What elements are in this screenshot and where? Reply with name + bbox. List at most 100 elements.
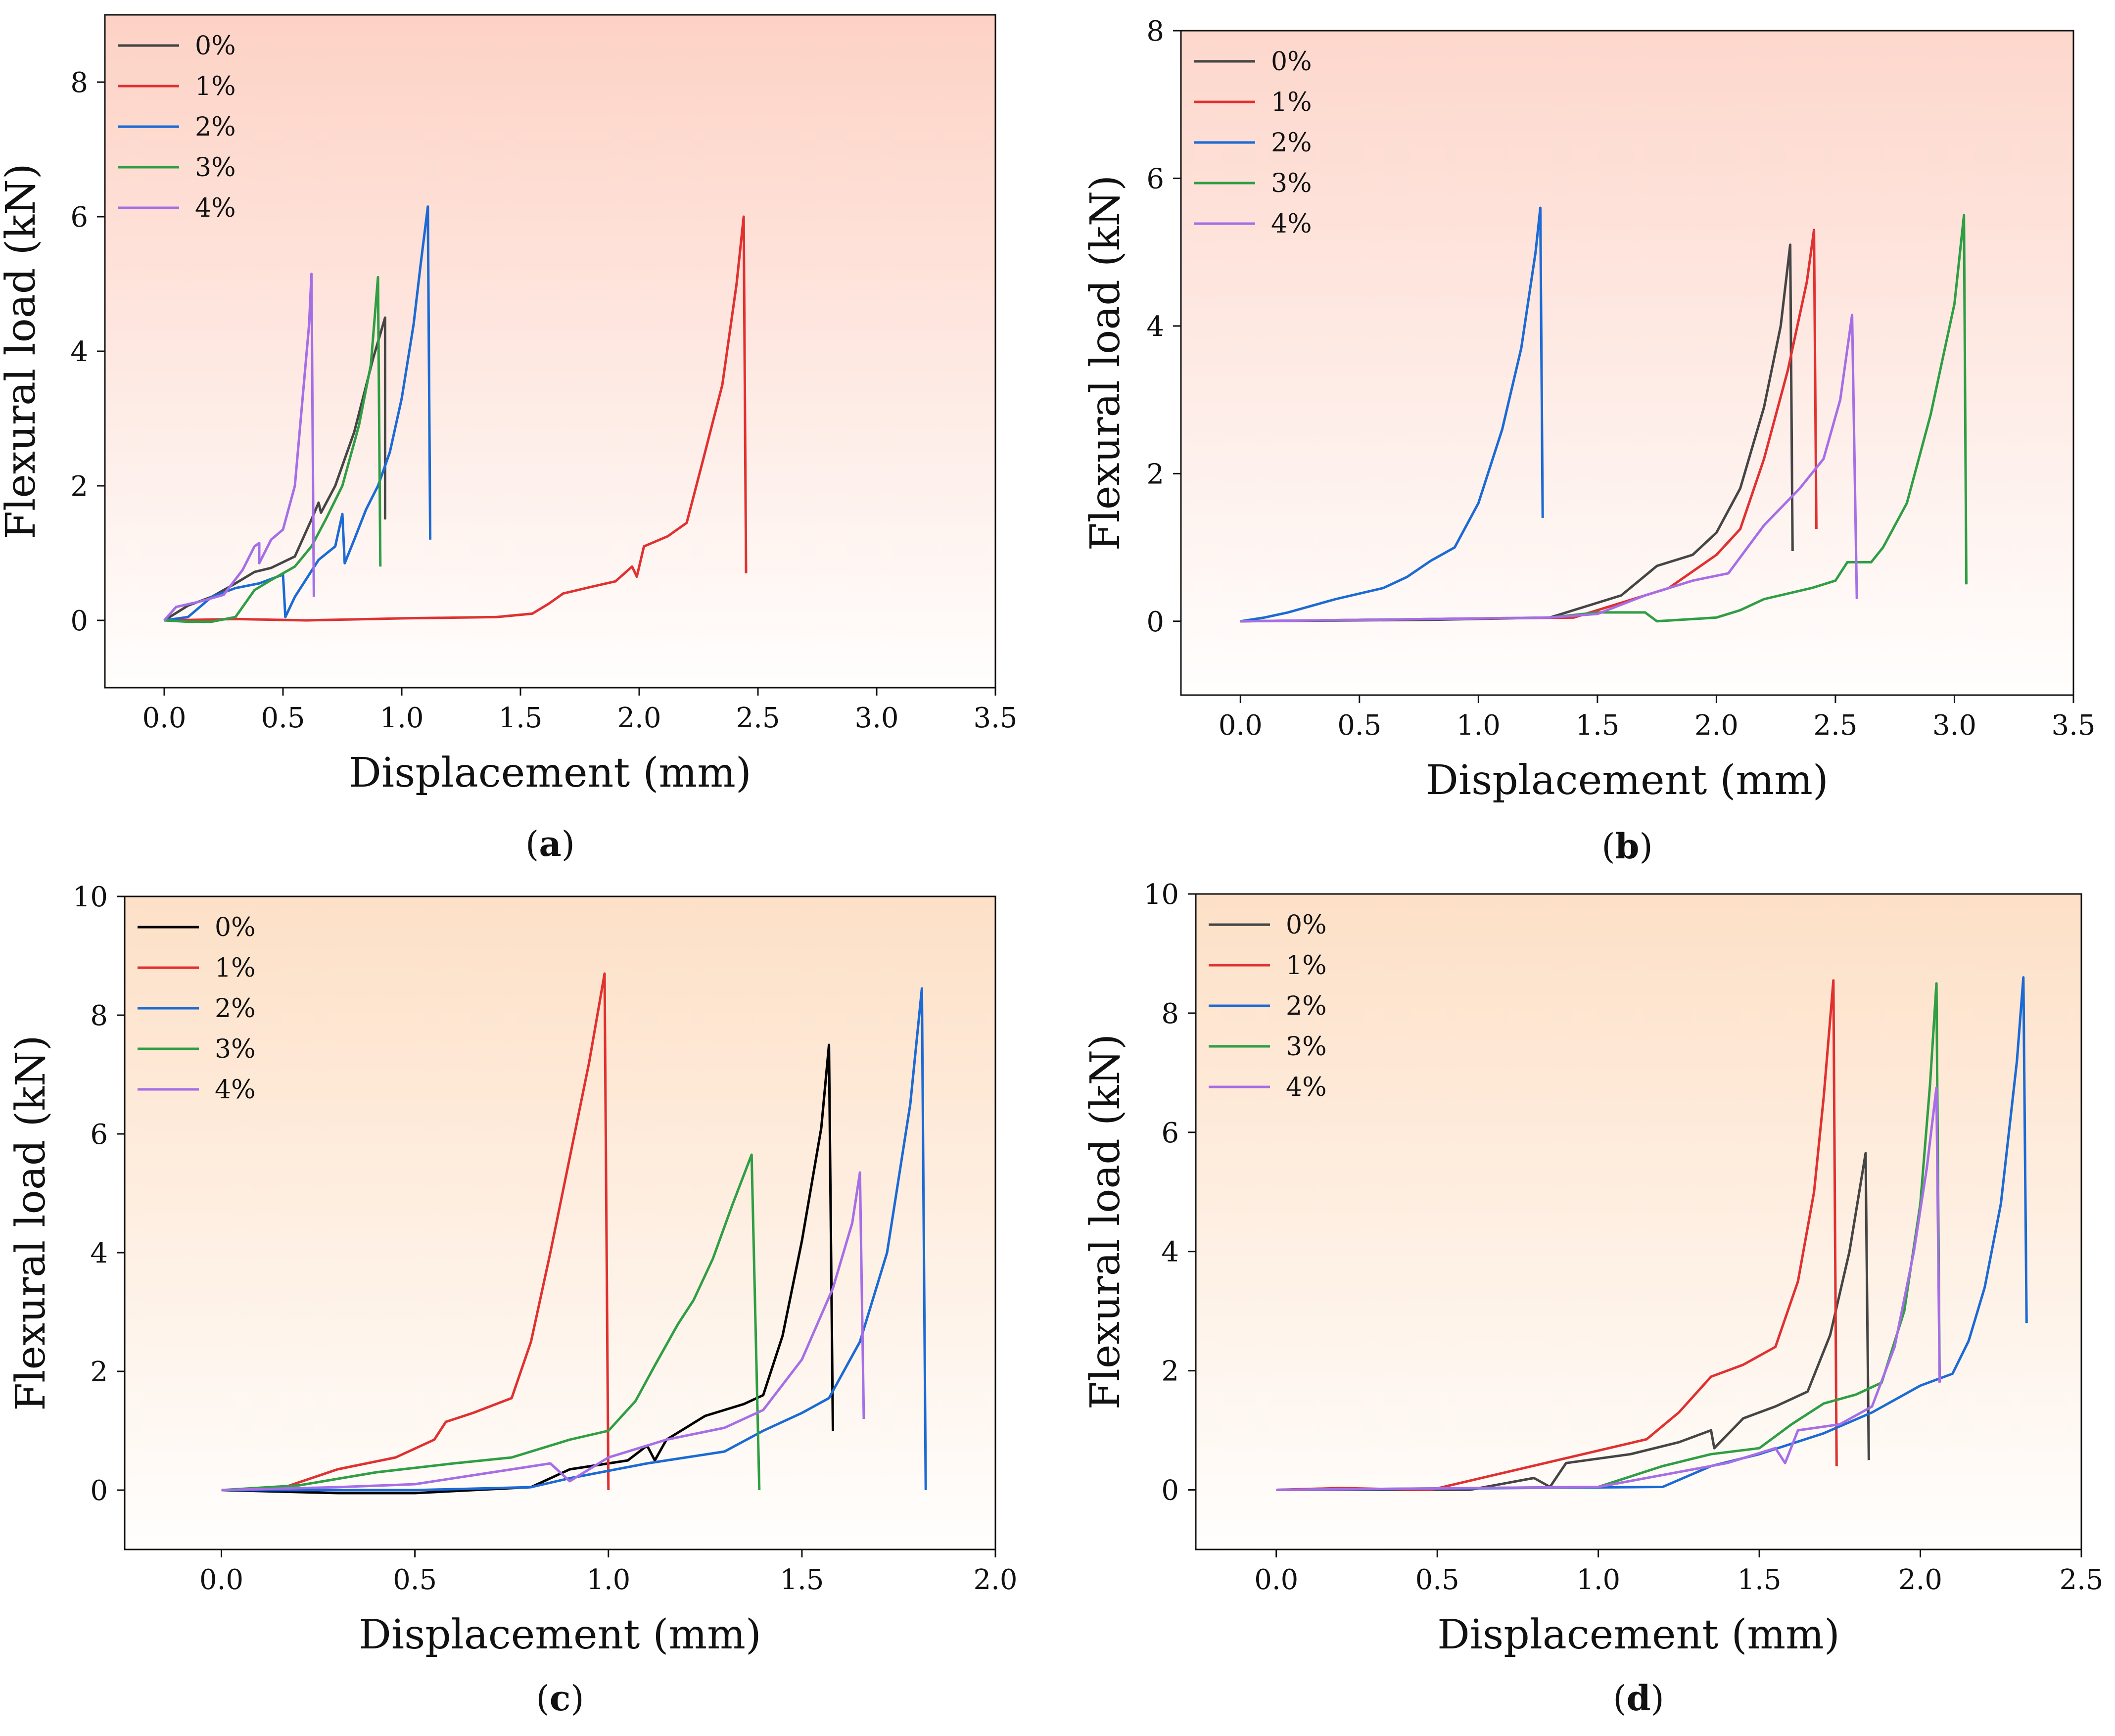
x-tick-label: 0.5	[1415, 1564, 1459, 1596]
y-tick-label: 10	[73, 881, 108, 913]
x-tick-label: 2.0	[1898, 1564, 1942, 1596]
series-line-4pct	[1240, 314, 1858, 623]
x-tick-label: 3.0	[854, 702, 898, 734]
series-line-2pct	[221, 987, 927, 1492]
caption-letter: d	[1627, 1678, 1651, 1719]
y-axis-label: Flexural load (kN)	[0, 163, 45, 539]
caption-letter: b	[1615, 826, 1640, 867]
legend-label: 1%	[215, 953, 256, 983]
panel-caption: (c)	[536, 1678, 584, 1719]
caption-letter: c	[550, 1678, 571, 1719]
plot-frame	[1180, 30, 2074, 696]
y-tick-label: 6	[70, 201, 88, 234]
legend-label: 3%	[1271, 169, 1312, 198]
y-tick-label: 4	[1146, 311, 1164, 343]
panel-caption: (d)	[1613, 1678, 1664, 1719]
y-tick-label: 2	[1161, 1356, 1179, 1388]
panel-d: 0.0 0.5 1.0 1.5 2.0 2.5 0 2 4 6 8 10 0% 1% 2% 3% 4% Displ…	[1082, 879, 2104, 1719]
legend-label: 2%	[195, 112, 236, 142]
y-tick-label: 6	[1146, 163, 1164, 195]
x-tick-label: 0.0	[199, 1564, 243, 1596]
series-line-0pct	[1276, 1152, 1870, 1491]
series-line-4pct	[1276, 1086, 1941, 1491]
x-tick-label: 0.0	[142, 702, 186, 734]
legend-label: 0%	[195, 31, 236, 61]
plot-background	[1181, 31, 2073, 695]
series-group	[163, 205, 748, 623]
series-line-2pct	[164, 205, 432, 622]
x-tick-label: 0.5	[261, 702, 305, 734]
x-tick-label: 1.5	[498, 702, 542, 734]
caption-close: )	[562, 824, 575, 864]
x-tick-label: 1.0	[379, 702, 423, 734]
legend-label: 4%	[1271, 209, 1312, 239]
x-tick-label: 1.0	[1457, 709, 1501, 742]
x-tick-label: 0.0	[1219, 709, 1263, 742]
x-tick-label: 2.0	[617, 702, 661, 734]
series-line-4pct	[221, 1171, 865, 1492]
y-axis-label: Flexural load (kN)	[7, 1035, 54, 1411]
x-tick-label: 1.5	[1738, 1564, 1782, 1596]
plot-background	[105, 15, 995, 688]
y-axis-label: Flexural load (kN)	[1082, 1034, 1129, 1410]
caption-close: )	[1639, 826, 1652, 867]
y-tick-label: 6	[1161, 1117, 1179, 1149]
x-tick-label: 0.5	[1337, 709, 1381, 742]
series-line-1pct	[221, 972, 610, 1492]
x-tick-label: 1.0	[586, 1564, 630, 1596]
panel-caption: (b)	[1601, 826, 1653, 867]
y-tick-label: 4	[1161, 1236, 1179, 1268]
x-tick-label: 1.5	[780, 1564, 824, 1596]
x-tick-label: 0.0	[1254, 1564, 1298, 1596]
caption-close: )	[1650, 1678, 1664, 1719]
panel-caption: (a)	[525, 823, 575, 864]
caption-open: (	[1601, 826, 1615, 867]
series-line-1pct	[164, 215, 748, 622]
caption-open: (	[525, 824, 539, 864]
y-tick-label: 0	[1146, 606, 1164, 638]
legend-label: 2%	[215, 994, 256, 1024]
x-tick-label: 0.5	[393, 1564, 437, 1596]
y-tick-label: 0	[70, 605, 88, 637]
caption-open: (	[1613, 1678, 1626, 1719]
legend-label: 1%	[1286, 951, 1327, 981]
y-tick-label: 2	[70, 470, 88, 503]
x-axis-label: Displacement (mm)	[1426, 757, 1829, 804]
legend-label: 4%	[195, 193, 236, 223]
x-tick-label: 3.5	[2051, 709, 2095, 742]
series-line-3pct	[221, 1153, 761, 1492]
panel-c: 0.0 0.5 1.0 1.5 2.0 0 2 4 6 8 10 0% 1% 2% 3% 4% Displace…	[7, 881, 1018, 1719]
legend-label: 3%	[215, 1034, 256, 1064]
y-axis-label: Flexural load (kN)	[1082, 175, 1129, 551]
panel-d-wrap: 0.0 0.5 1.0 1.5 2.0 2.5 0 2 4 6 8 10 0% 1% 2% 3% 4% Displ…	[1057, 867, 2115, 1734]
y-tick-label: 0	[1161, 1475, 1179, 1507]
y-tick-label: 8	[1161, 998, 1179, 1030]
legend-label: 1%	[1271, 88, 1312, 117]
y-tick-label: 0	[90, 1475, 108, 1507]
y-tick-label: 8	[70, 67, 88, 99]
y-tick-label: 10	[1144, 879, 1179, 911]
series-line-3pct	[1240, 214, 1968, 623]
series-group	[1240, 206, 1968, 623]
y-tick-label: 2	[1146, 458, 1164, 490]
series-line-3pct	[164, 276, 382, 623]
series-group	[1276, 976, 2028, 1491]
legend-label: 2%	[1271, 128, 1312, 158]
legend-label: 4%	[215, 1075, 256, 1105]
x-tick-label: 2.0	[973, 1564, 1017, 1596]
plot-background	[125, 896, 995, 1549]
x-axis-label: Displacement (mm)	[1437, 1611, 1840, 1658]
plot-frame	[124, 895, 996, 1550]
legend-label: 0%	[215, 913, 256, 942]
caption-close: )	[570, 1678, 584, 1719]
panel-c-wrap: 0.0 0.5 1.0 1.5 2.0 0 2 4 6 8 10 0% 1% 2% 3% 4% Displace…	[0, 867, 1057, 1734]
x-axis-label: Displacement (mm)	[359, 1611, 761, 1658]
series-line-3pct	[1276, 982, 1941, 1491]
legend-label: 4%	[1286, 1073, 1327, 1102]
legend-label: 0%	[1286, 910, 1327, 940]
legend-label: 0%	[1271, 47, 1312, 77]
legend-label: 3%	[195, 153, 236, 183]
x-tick-label: 3.5	[973, 702, 1017, 734]
caption-letter: a	[539, 823, 561, 864]
